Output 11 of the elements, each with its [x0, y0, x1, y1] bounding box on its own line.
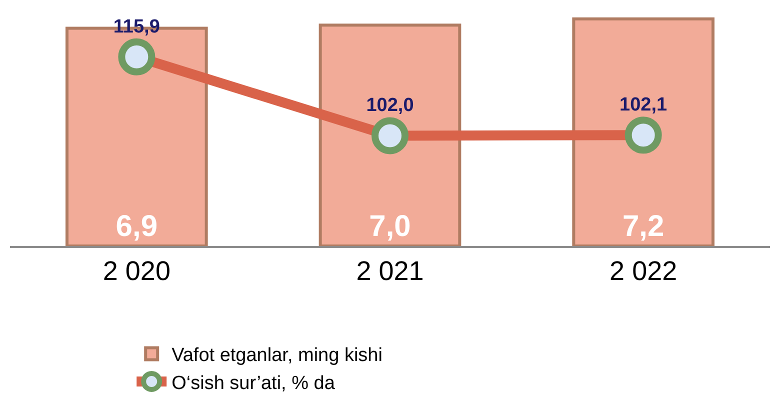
data-label: 115,9 [113, 16, 160, 38]
data-label: 6,9 [116, 210, 158, 243]
x-tick-label: 2 021 [356, 256, 424, 286]
data-label: 7,0 [369, 210, 411, 243]
legend-label: Vafot etganlar, ming kishi [172, 345, 382, 366]
data-label: 102,1 [620, 94, 668, 116]
x-tick-label: 2 020 [102, 256, 170, 286]
data-label: 102,0 [366, 95, 414, 116]
x-tick-label: 2 022 [610, 256, 678, 286]
data-label: 7,2 [622, 210, 664, 243]
legend-label: O‘sish sur’ati, % da [172, 372, 336, 394]
